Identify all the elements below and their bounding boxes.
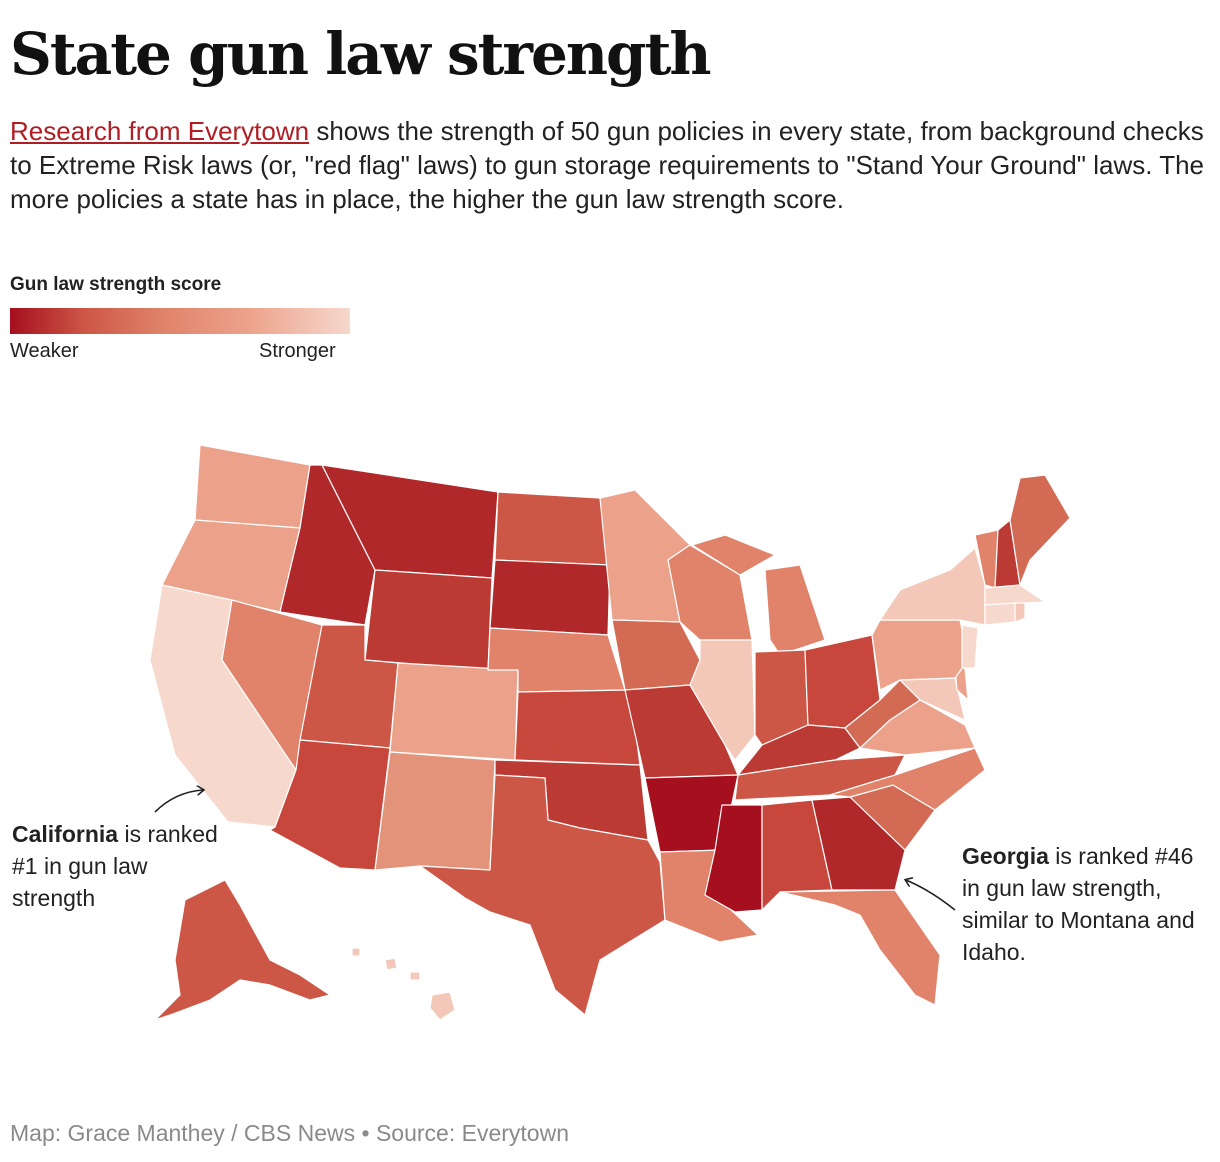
state-new-york[interactable] <box>879 547 986 626</box>
georgia-annotation: Georgia is ranked #46 in gun law strengt… <box>962 840 1212 968</box>
california-annotation-arrow <box>154 790 203 813</box>
legend-title: Gun law strength score <box>10 274 222 295</box>
state-north-carolina[interactable] <box>829 747 986 811</box>
chart-description: Research from Everytown shows the streng… <box>10 114 1210 216</box>
state-new-mexico[interactable] <box>374 751 496 871</box>
state-illinois[interactable] <box>689 639 756 761</box>
state-missouri[interactable] <box>624 684 739 779</box>
georgia-annotation-state: Georgia <box>962 843 1049 869</box>
state-wyoming[interactable] <box>364 569 493 671</box>
state-texas[interactable] <box>419 774 666 1016</box>
legend-color-scale <box>10 308 350 334</box>
state-hawaii[interactable] <box>351 947 456 1021</box>
everytown-research-link[interactable]: Research from Everytown <box>10 116 310 146</box>
georgia-annotation-arrow <box>906 880 956 911</box>
map-credit: Map: Grace Manthey / CBS News • Source: … <box>10 1120 569 1146</box>
legend-high-label: Stronger <box>259 340 336 362</box>
state-florida[interactable] <box>779 889 941 1006</box>
state-colorado[interactable] <box>389 662 519 761</box>
state-alaska[interactable] <box>154 879 331 1021</box>
state-washington[interactable] <box>194 444 311 529</box>
california-annotation-state: California <box>12 821 119 847</box>
georgia-annotation-text: is ranked #46 in gun law strength, simil… <box>962 843 1195 965</box>
california-annotation-text: is ranked #1 in gun law strength <box>12 821 218 911</box>
state-north-dakota[interactable] <box>494 491 611 566</box>
state-maine[interactable] <box>1009 474 1071 586</box>
state-iowa[interactable] <box>611 619 701 691</box>
state-georgia[interactable] <box>811 796 906 891</box>
chart-title: State gun law strength <box>10 20 712 88</box>
legend-low-label: Weaker <box>10 340 79 362</box>
state-rhode-island[interactable] <box>1014 602 1026 623</box>
description-text: shows the strength of 50 gun policies in… <box>10 116 1205 214</box>
state-new-jersey[interactable] <box>961 624 979 669</box>
state-kansas[interactable] <box>514 689 641 766</box>
state-massachusetts[interactable] <box>984 584 1046 606</box>
california-annotation: California is ranked #1 in gun law stren… <box>12 818 232 914</box>
state-michigan[interactable] <box>691 534 826 656</box>
state-south-dakota[interactable] <box>489 559 611 636</box>
state-connecticut[interactable] <box>984 602 1016 626</box>
